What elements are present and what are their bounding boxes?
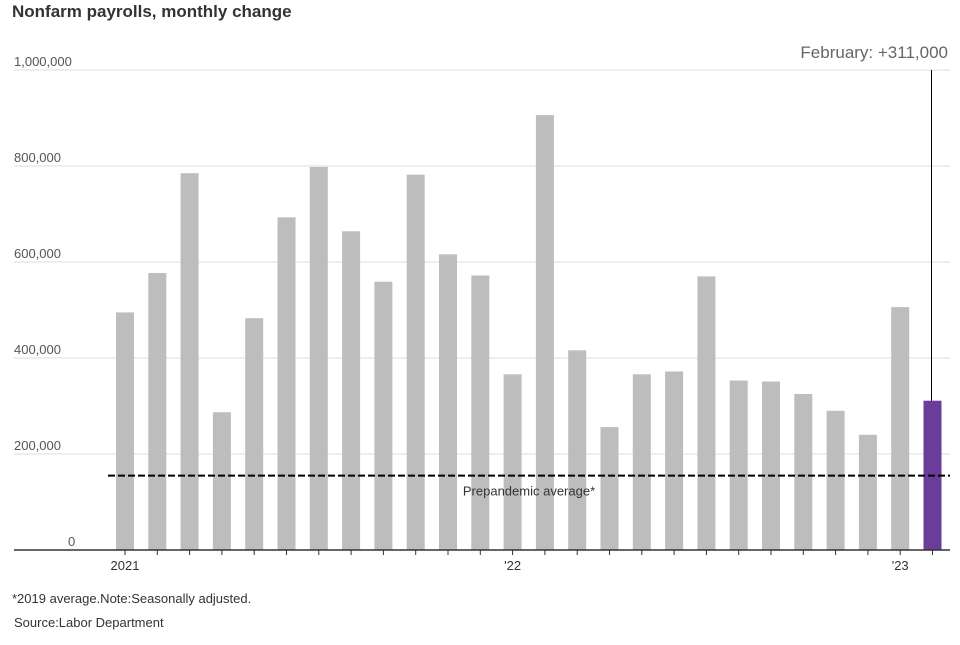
bar	[858, 434, 877, 550]
chart-title: Nonfarm payrolls, monthly change	[12, 2, 292, 21]
footnote: *2019 average.Note:Seasonally adjusted.	[12, 591, 252, 606]
bar	[439, 254, 457, 550]
reference-line-label: Prepandemic average*	[463, 484, 595, 499]
bar	[568, 350, 587, 550]
x-axis: 2021 '22 '23	[14, 549, 950, 573]
bar	[471, 275, 490, 550]
y-tick-label: 600,000	[14, 246, 61, 261]
bar	[309, 166, 328, 550]
bar	[277, 217, 296, 551]
y-tick-label: 0	[68, 534, 75, 549]
annotation: February: +311,000	[800, 43, 948, 401]
reference-line-group: Prepandemic average*	[108, 474, 950, 499]
bar	[180, 173, 199, 550]
y-tick-label: 400,000	[14, 342, 61, 357]
bar	[535, 115, 554, 551]
payrolls-bar-chart: 0 200,000 400,000 600,000 800,000 1,000,000 P…	[14, 43, 950, 573]
bar	[697, 276, 716, 550]
bar	[212, 412, 231, 550]
bar	[600, 427, 619, 550]
bar	[148, 273, 167, 550]
bar	[116, 312, 134, 550]
bar	[503, 374, 522, 550]
y-tick-label: 200,000	[14, 438, 61, 453]
bar	[891, 307, 910, 550]
bar	[826, 410, 845, 550]
y-tick-label: 800,000	[14, 150, 61, 165]
y-tick-label: 1,000,000	[14, 54, 72, 69]
bar	[342, 231, 361, 550]
x-tick-label: '22	[504, 558, 521, 573]
bar	[374, 281, 393, 550]
x-tick-label: '23	[892, 558, 909, 573]
source-note: Source:Labor Department	[14, 615, 164, 630]
annotation-label: February: +311,000	[800, 43, 948, 62]
bar	[665, 371, 684, 550]
x-tick-label: 2021	[111, 558, 140, 573]
bar	[794, 394, 813, 550]
bar	[762, 381, 780, 550]
y-axis-labels: 0 200,000 400,000 600,000 800,000 1,000,000	[14, 54, 75, 549]
bar	[406, 174, 425, 550]
bar	[632, 374, 651, 550]
bar	[245, 318, 264, 550]
bar	[729, 380, 748, 550]
